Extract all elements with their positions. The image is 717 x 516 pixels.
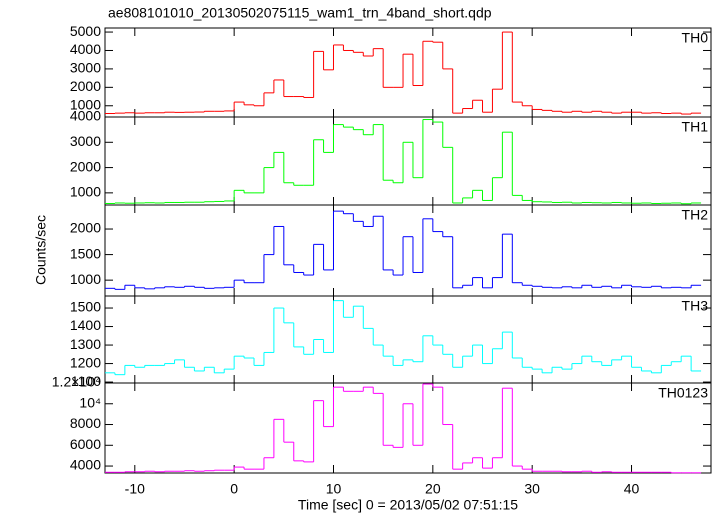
y-tick-label: 1200 [70, 354, 101, 370]
x-tick-label: 20 [425, 481, 441, 497]
panel-frame [104, 204, 712, 297]
y-tick-label: 1.2×10⁴ [52, 374, 101, 390]
y-tick-label: 4000 [70, 457, 101, 473]
panel-frame [104, 295, 712, 384]
x-axis-label: Time [sec] 0 = 2013/05/02 07:51:15 [298, 497, 518, 513]
histogram-riser [114, 32, 692, 115]
panel-label: TH0 [682, 30, 709, 46]
y-tick-label: 1000 [70, 96, 101, 112]
panel-frame [104, 27, 712, 118]
y-tick-label: 4000 [70, 41, 101, 57]
y-tick-label: 1000 [70, 271, 101, 287]
chart-title: ae808101010_20130502075115_wam1_trn_4ban… [108, 5, 492, 21]
panel-frame [104, 382, 712, 474]
panel-label: TH0123 [658, 385, 708, 401]
y-tick-label: 5000 [70, 23, 101, 39]
panel-label: TH2 [682, 207, 709, 223]
y-tick-label: 1300 [70, 336, 101, 352]
y-tick-label: 2000 [70, 78, 101, 94]
histogram-riser [124, 384, 672, 473]
x-tick-label: 40 [624, 481, 640, 497]
x-tick-label: -10 [125, 481, 145, 497]
y-tick-label: 1500 [70, 245, 101, 261]
histogram-riser [114, 300, 692, 375]
x-tick-label: 0 [230, 481, 238, 497]
y-tick-label: 2000 [70, 220, 101, 236]
x-tick-label: 30 [524, 481, 540, 497]
y-tick-label: 1500 [70, 299, 101, 315]
x-tick-label: 10 [326, 481, 342, 497]
y-tick-label: 1100 [71, 373, 101, 389]
y-axis-label: Counts/sec [33, 215, 49, 285]
y-tick-label: 1000 [70, 184, 101, 200]
panel-frame [104, 116, 712, 206]
panel-label: TH3 [682, 298, 709, 314]
y-tick-label: 10⁴ [79, 394, 101, 410]
y-tick-label: 3000 [70, 60, 101, 76]
y-tick-label: 1400 [70, 317, 101, 333]
y-tick-label: 6000 [70, 436, 101, 452]
histogram-riser [114, 211, 692, 290]
panel-label: TH1 [682, 119, 709, 135]
histogram-riser [114, 119, 692, 204]
y-tick-label: 2000 [70, 158, 101, 174]
y-tick-label: 3000 [70, 133, 101, 149]
y-tick-label: 8000 [70, 415, 101, 431]
y-tick-label: 4000 [70, 108, 101, 124]
